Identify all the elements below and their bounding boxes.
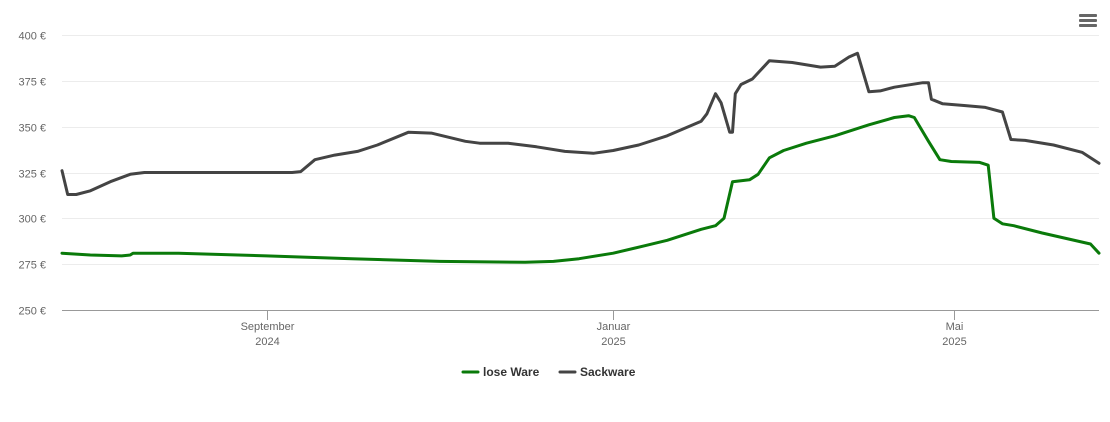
x-tick-label-year: 2025 (601, 336, 625, 348)
x-tick-label-month: Mai (946, 321, 964, 333)
y-tick-label: 300 € (18, 214, 46, 226)
series-line-lose-ware (60, 114, 1101, 264)
y-tick-label: 400 € (18, 31, 46, 43)
series-layer (60, 51, 1101, 264)
x-tick-label-month: September (241, 321, 295, 333)
x-tick-label-year: 2025 (942, 336, 966, 348)
x-tick-label-year: 2024 (255, 336, 279, 348)
axis-layer: 250 € 275 € 300 € 325 € 350 € 375 € 400 € Septe… (18, 31, 1099, 348)
series-line-sackware (60, 51, 1101, 196)
hamburger-menu-icon-bar (1079, 19, 1097, 22)
legend-label-lose-ware: lose Ware (483, 365, 540, 379)
grid-layer (62, 35, 1099, 265)
y-tick-label: 350 € (18, 123, 46, 135)
y-tick-label: 375 € (18, 77, 46, 89)
hamburger-menu-icon-bar (1079, 14, 1097, 17)
y-tick-label: 250 € (18, 306, 46, 318)
chart-menu-button[interactable] (1078, 12, 1098, 32)
legend: lose Ware Sackware (461, 365, 636, 379)
y-tick-label: 325 € (18, 169, 46, 181)
y-tick-label: 275 € (18, 260, 46, 272)
x-tick-label-month: Januar (597, 321, 631, 333)
hamburger-menu-icon-bar (1079, 24, 1097, 27)
legend-label-sackware: Sackware (580, 365, 636, 379)
